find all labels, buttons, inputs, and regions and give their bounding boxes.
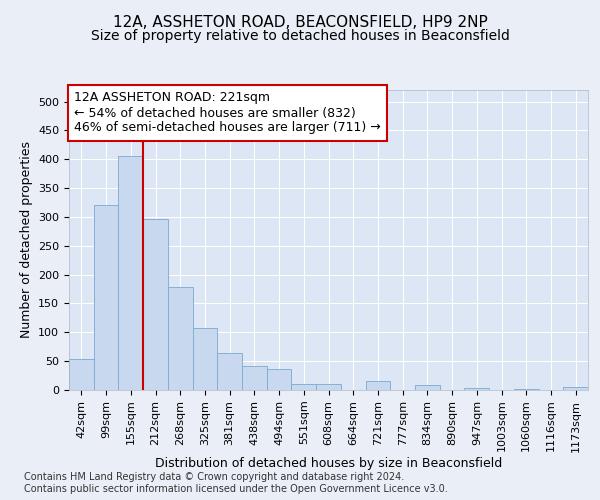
Bar	[563, 387, 588, 390]
X-axis label: Distribution of detached houses by size in Beaconsfield: Distribution of detached houses by size …	[155, 457, 502, 470]
Bar	[143, 218, 168, 390]
Bar	[69, 359, 94, 390]
Text: Size of property relative to detached houses in Beaconsfield: Size of property relative to detached ho…	[91, 29, 509, 43]
Text: 12A, ASSHETON ROAD, BEACONSFIELD, HP9 2NP: 12A, ASSHETON ROAD, BEACONSFIELD, HP9 2N…	[113, 15, 487, 30]
Y-axis label: Number of detached properties: Number of detached properties	[20, 142, 32, 338]
Bar	[94, 206, 118, 390]
Bar	[118, 156, 143, 390]
Text: 12A ASSHETON ROAD: 221sqm
← 54% of detached houses are smaller (832)
46% of semi: 12A ASSHETON ROAD: 221sqm ← 54% of detac…	[74, 92, 381, 134]
Bar	[168, 288, 193, 390]
Bar	[415, 386, 440, 390]
Text: Contains HM Land Registry data © Crown copyright and database right 2024.
Contai: Contains HM Land Registry data © Crown c…	[24, 472, 448, 494]
Bar	[242, 366, 267, 390]
Bar	[217, 352, 242, 390]
Bar	[193, 328, 217, 390]
Bar	[267, 368, 292, 390]
Bar	[464, 388, 489, 390]
Bar	[316, 384, 341, 390]
Bar	[365, 382, 390, 390]
Bar	[292, 384, 316, 390]
